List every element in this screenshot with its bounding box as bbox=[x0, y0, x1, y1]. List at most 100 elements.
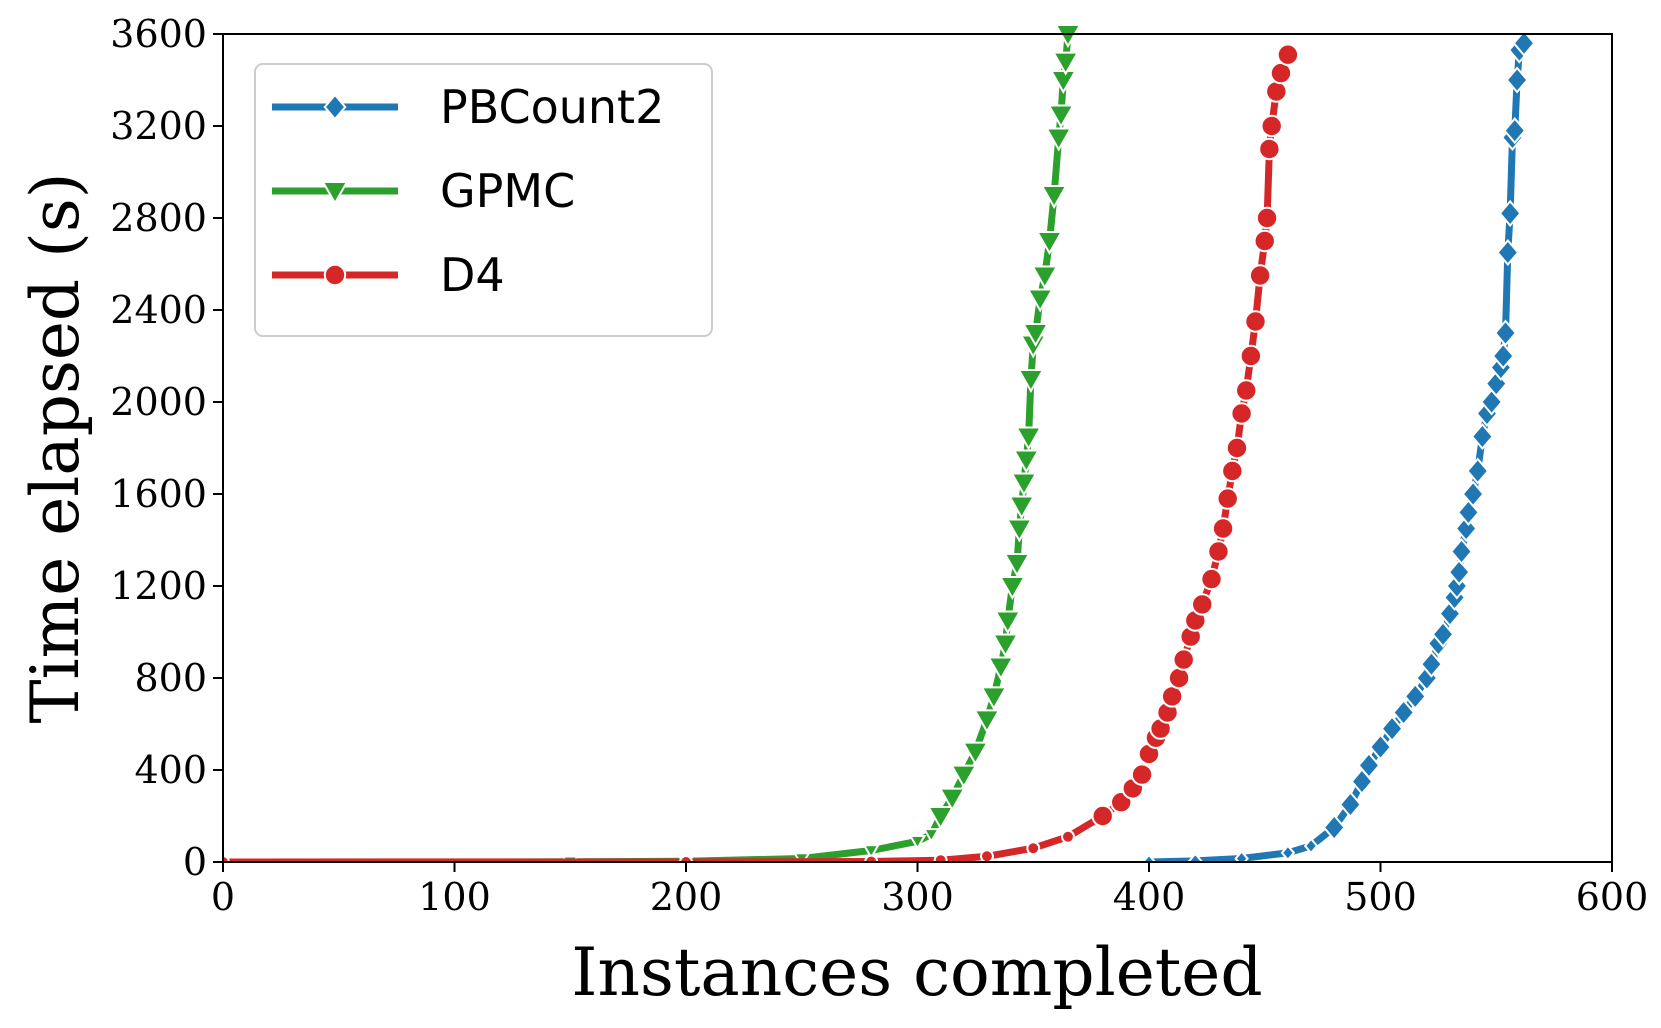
data-point-pbcount2 bbox=[1447, 558, 1471, 586]
data-point-d4 bbox=[1258, 137, 1281, 161]
data-point-pbcount2 bbox=[1456, 498, 1480, 526]
data-point-gpmc bbox=[998, 576, 1027, 601]
data-point-gpmc bbox=[938, 787, 966, 812]
data-point-d4 bbox=[1255, 206, 1279, 230]
data-point-pbcount2 bbox=[1322, 813, 1346, 842]
series-gpmc bbox=[223, 24, 1082, 862]
x-tick-label: 600 bbox=[1576, 875, 1649, 919]
data-point-pbcount2 bbox=[1338, 790, 1362, 819]
data-point-gpmc bbox=[1017, 369, 1045, 394]
data-point-pbcount2 bbox=[1470, 422, 1494, 451]
data-point-pbcount2 bbox=[1491, 342, 1515, 370]
y-tick-label: 2800 bbox=[110, 196, 207, 240]
legend-label-d4: D4 bbox=[440, 248, 505, 302]
legend-marker-gpmc bbox=[321, 181, 349, 206]
data-point-gpmc bbox=[1054, 24, 1082, 49]
data-point-d4 bbox=[1276, 43, 1300, 66]
x-tick-label: 200 bbox=[650, 875, 723, 919]
data-point-pbcount2 bbox=[1431, 620, 1455, 648]
data-point-pbcount2 bbox=[1438, 600, 1462, 628]
x-tick-label: 400 bbox=[1113, 875, 1186, 919]
data-point-d4 bbox=[1207, 540, 1230, 563]
y-tick-label: 400 bbox=[134, 748, 207, 792]
data-point-d4 bbox=[1244, 310, 1267, 333]
y-tick-label: 2000 bbox=[110, 380, 207, 424]
legend-marker-d4 bbox=[323, 263, 347, 287]
data-point-gpmc bbox=[1014, 426, 1043, 451]
x-tick-label: 500 bbox=[1344, 875, 1417, 919]
legend: PBCount2 GPMC D4 bbox=[254, 63, 713, 337]
x-tick-label: 100 bbox=[418, 875, 491, 919]
data-point-d4 bbox=[1026, 841, 1041, 856]
data-point-gpmc bbox=[862, 844, 880, 860]
data-point-pbcount2 bbox=[1450, 537, 1474, 566]
y-tick-label: 1200 bbox=[110, 564, 207, 608]
data-point-pbcount2 bbox=[1303, 837, 1319, 855]
data-point-d4 bbox=[933, 853, 948, 862]
data-point-pbcount2 bbox=[1461, 480, 1485, 508]
data-point-pbcount2 bbox=[1368, 733, 1393, 761]
data-point-gpmc bbox=[1035, 231, 1064, 256]
y-tick-label: 3200 bbox=[110, 104, 207, 148]
data-point-gpmc bbox=[987, 656, 1015, 681]
y-tick-label: 3600 bbox=[110, 12, 207, 56]
data-point-gpmc bbox=[1051, 51, 1080, 76]
data-point-gpmc bbox=[950, 764, 978, 789]
legend-label-gpmc: GPMC bbox=[440, 164, 575, 218]
data-point-d4 bbox=[1167, 666, 1191, 690]
data-point-gpmc bbox=[1044, 127, 1073, 152]
data-point-d4 bbox=[1191, 593, 1214, 616]
data-point-pbcount2 bbox=[1505, 66, 1529, 94]
data-point-d4 bbox=[980, 849, 994, 862]
legend-marker-pbcount2 bbox=[323, 93, 347, 121]
data-point-d4 bbox=[1253, 229, 1276, 253]
data-point-gpmc bbox=[908, 835, 927, 851]
data-point-gpmc bbox=[926, 806, 955, 831]
legend-label-pbcount2: PBCount2 bbox=[440, 80, 664, 134]
series-d4 bbox=[223, 43, 1300, 862]
data-point-pbcount2 bbox=[1512, 29, 1536, 57]
x-tick-label: 0 bbox=[211, 875, 235, 919]
data-point-d4 bbox=[1216, 487, 1239, 510]
data-point-d4 bbox=[1230, 402, 1253, 425]
data-point-gpmc bbox=[1040, 185, 1068, 210]
y-axis-label: Time elapsed (s) bbox=[17, 172, 94, 723]
data-point-gpmc bbox=[1021, 323, 1050, 348]
y-tick-label: 1600 bbox=[110, 472, 207, 516]
y-tick-label: 800 bbox=[134, 656, 207, 700]
data-point-pbcount2 bbox=[1141, 853, 1157, 862]
data-point-d4 bbox=[1211, 517, 1235, 540]
x-axis-ticks: 0 100 200 300 400 500 600 bbox=[211, 862, 1648, 919]
data-point-d4 bbox=[1269, 61, 1293, 85]
data-point-d4 bbox=[1260, 114, 1283, 138]
x-axis-label: Instances completed bbox=[571, 934, 1262, 1011]
data-point-d4 bbox=[1221, 459, 1244, 483]
data-point-gpmc bbox=[961, 741, 990, 766]
data-point-gpmc bbox=[922, 828, 941, 844]
data-point-pbcount2 bbox=[1403, 682, 1427, 710]
legend-box bbox=[254, 63, 713, 337]
data-point-d4 bbox=[1091, 804, 1114, 828]
data-point-pbcount2 bbox=[1498, 199, 1522, 227]
data-point-d4 bbox=[1200, 567, 1223, 591]
data-point-pbcount2 bbox=[1392, 698, 1416, 727]
data-point-gpmc bbox=[1012, 449, 1041, 474]
data-point-pbcount2 bbox=[1466, 457, 1490, 485]
data-point-pbcount2 bbox=[1493, 319, 1518, 347]
data-point-gpmc bbox=[1026, 288, 1054, 313]
data-point-gpmc bbox=[991, 633, 1020, 658]
y-tick-label: 2400 bbox=[110, 288, 207, 332]
data-point-pbcount2 bbox=[1234, 850, 1249, 862]
data-point-pbcount2 bbox=[1357, 751, 1381, 779]
data-point-pbcount2 bbox=[1419, 650, 1443, 678]
data-point-gpmc bbox=[973, 709, 1001, 734]
x-tick-label: 300 bbox=[881, 875, 954, 919]
data-point-gpmc bbox=[1010, 472, 1038, 497]
data-point-d4 bbox=[1172, 648, 1195, 671]
data-point-pbcount2 bbox=[1188, 852, 1203, 862]
data-point-d4 bbox=[1061, 829, 1075, 844]
y-tick-label: 0 bbox=[183, 840, 207, 884]
data-point-gpmc bbox=[1047, 104, 1075, 129]
